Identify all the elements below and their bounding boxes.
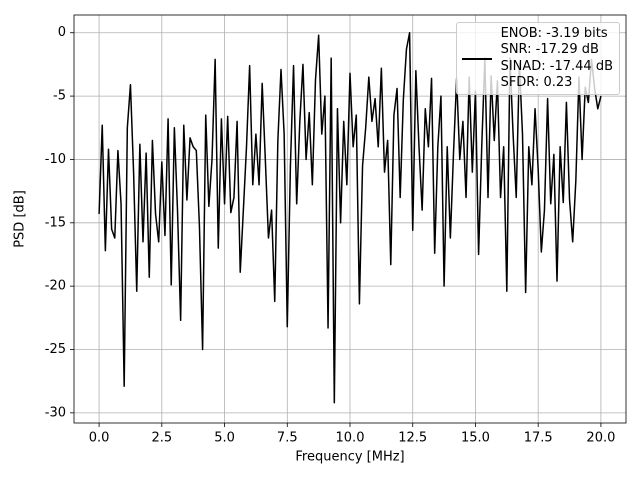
x-tick-label: 17.5 xyxy=(524,431,553,446)
x-tick-label: 7.5 xyxy=(277,431,298,446)
y-tick-label: -5 xyxy=(53,89,66,104)
y-tick-label: -10 xyxy=(45,152,66,167)
y-tick-label: -30 xyxy=(45,405,66,420)
y-tick-label: -20 xyxy=(45,279,66,294)
y-tick-label: -15 xyxy=(45,215,66,230)
x-tick-label: 20.0 xyxy=(586,431,615,446)
series-line xyxy=(98,31,602,404)
legend-label: ENOB: -3.19 bits SNR: -17.29 dB SINAD: -… xyxy=(500,26,613,90)
x-tick-label: 2.5 xyxy=(151,431,172,446)
x-tick-label: 12.5 xyxy=(398,431,427,446)
y-axis-label: PSD [dB] xyxy=(13,190,28,248)
x-tick-label: 0.0 xyxy=(89,431,110,446)
x-axis-label: Frequency [MHz] xyxy=(295,450,404,465)
x-tick-label: 10.0 xyxy=(336,431,365,446)
plot-frame xyxy=(73,14,627,424)
x-tick-label: 5.0 xyxy=(214,431,235,446)
legend-line xyxy=(461,58,492,60)
legend: ENOB: -3.19 bits SNR: -17.29 dB SINAD: -… xyxy=(455,22,620,96)
y-tick-label: -25 xyxy=(45,342,66,357)
x-tick-label: 15.0 xyxy=(461,431,490,446)
y-tick-label: 0 xyxy=(58,25,66,40)
